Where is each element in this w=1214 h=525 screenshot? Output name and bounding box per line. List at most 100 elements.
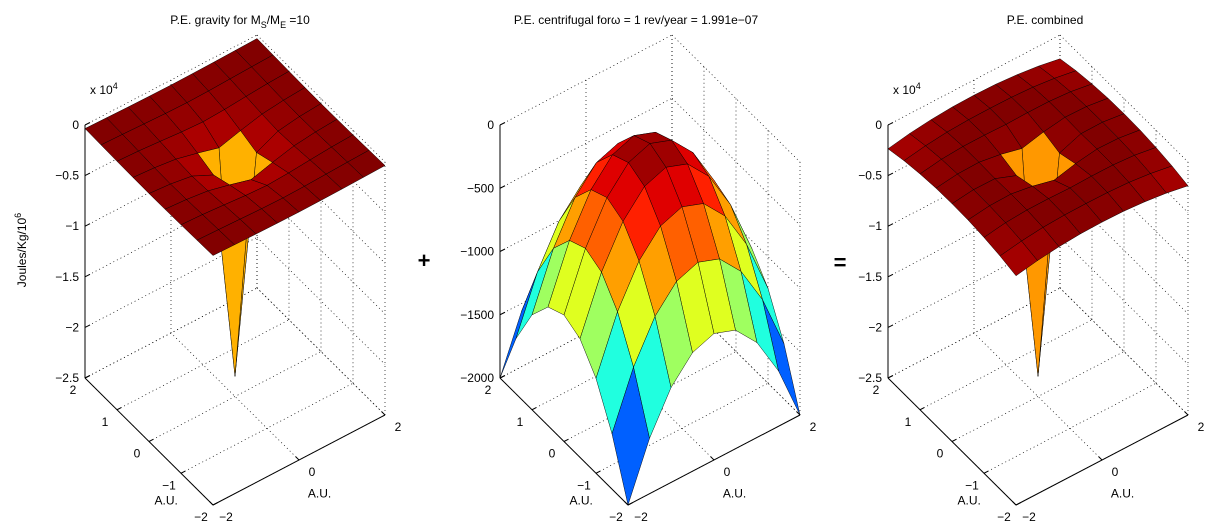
z-tick-label: −1 <box>65 219 79 233</box>
x-tick-label: 0 <box>724 465 731 479</box>
exponent-label: x 104 <box>893 81 921 97</box>
y-tick-label: −2 <box>609 510 623 524</box>
y-tick <box>531 407 537 411</box>
exponent-label-part: 4 <box>113 81 118 91</box>
z-tick <box>499 122 506 126</box>
z-tick-label: −0.5 <box>858 169 882 183</box>
grid-line <box>84 85 258 176</box>
y-tick-label: −2 <box>194 510 208 524</box>
z-tick-label: −1.5 <box>55 270 79 284</box>
z-tick <box>887 122 894 126</box>
x-tick <box>1012 501 1017 506</box>
grid-line <box>1059 237 1189 365</box>
chart-title: P.E. combined <box>1007 13 1084 27</box>
z-axis-label-part: Joules/Kg/10 <box>15 217 29 287</box>
z-tick-label: 0 <box>487 118 494 132</box>
z-tick-label: −2 <box>65 320 79 334</box>
grid-line <box>148 351 322 442</box>
y-tick-label: 1 <box>905 415 912 429</box>
x-axis-label: A.U. <box>1111 487 1134 501</box>
grid-line <box>499 287 673 379</box>
plus-operator: + <box>418 248 431 273</box>
x-tick-label: 2 <box>395 420 402 434</box>
z-tick <box>499 185 506 189</box>
chart-title: P.E. centrifugal forω = 1 rev/year = 1.9… <box>514 13 759 27</box>
z-tick-label: −0.5 <box>55 169 79 183</box>
y-tick <box>84 375 90 379</box>
y-tick-label: 0 <box>549 447 556 461</box>
y-tick-label: 2 <box>873 383 880 397</box>
grid-line <box>887 287 1061 379</box>
x-axis-label: A.U. <box>308 487 331 501</box>
grid-line <box>919 319 1093 411</box>
z-tick-label: −500 <box>467 181 494 195</box>
z-tick <box>887 223 894 227</box>
z-tick <box>84 324 91 328</box>
x-tick-label: 0 <box>1112 465 1119 479</box>
exponent-label-part: x 10 <box>893 83 916 97</box>
grid-line <box>887 135 1061 227</box>
y-tick <box>180 470 186 474</box>
y-tick-label: −1 <box>162 478 176 492</box>
exponent-label-part: x 10 <box>90 83 113 97</box>
grid-line <box>256 237 386 365</box>
y-tick-label: −2 <box>997 510 1011 524</box>
grid-line <box>84 34 258 126</box>
grid-line <box>531 319 705 411</box>
grid-line <box>499 97 673 189</box>
y-tick <box>1015 502 1021 506</box>
z-tick-label: −2.5 <box>858 371 882 385</box>
chart-title: P.E. gravity for MS/ME =10 <box>170 13 310 30</box>
y-tick <box>563 438 569 442</box>
z-tick <box>499 248 506 252</box>
x-tick-label: 2 <box>810 420 817 434</box>
grid-line <box>84 186 258 278</box>
exponent-label: x 104 <box>90 81 118 97</box>
y-tick-label: −1 <box>577 478 591 492</box>
chart-title-part: P.E. gravity for M <box>170 13 260 27</box>
x-tick <box>381 411 386 416</box>
z-tick <box>887 324 894 328</box>
grid-line <box>951 351 1125 442</box>
y-tick-label: 2 <box>485 383 492 397</box>
grid-line <box>887 186 1061 278</box>
y-tick <box>887 375 893 379</box>
grid-line <box>499 34 673 126</box>
x-tick <box>624 501 629 506</box>
surface-patch <box>611 366 650 506</box>
y-tick <box>499 375 505 379</box>
x-tick-label: −2 <box>634 510 648 524</box>
grid-line <box>887 34 1061 126</box>
y-tick-label: 1 <box>102 415 109 429</box>
z-tick <box>84 223 91 227</box>
grid-line <box>84 135 258 227</box>
grid-line <box>499 161 673 252</box>
y-tick-label: 2 <box>70 383 77 397</box>
y-tick <box>116 407 122 411</box>
x-tick <box>796 411 801 416</box>
chart-title-part: /M <box>267 13 280 27</box>
surface-patch <box>499 271 538 379</box>
z-tick <box>84 273 91 278</box>
grid-line <box>180 382 354 474</box>
x-tick-label: −2 <box>219 510 233 524</box>
z-tick-label: −1500 <box>460 308 494 322</box>
grid-line <box>84 287 258 379</box>
grid-line <box>983 382 1157 474</box>
z-tick-label: −1000 <box>460 245 494 259</box>
z-tick <box>887 273 894 278</box>
chart-title-part: =10 <box>286 13 310 27</box>
z-axis-label: Joules/Kg/106 <box>13 213 29 287</box>
z-tick <box>887 172 894 177</box>
y-tick <box>951 438 957 442</box>
z-tick-label: 0 <box>72 118 79 132</box>
x-tick <box>295 456 300 461</box>
y-tick <box>595 470 601 474</box>
y-tick-label: 0 <box>937 447 944 461</box>
chart-title-part: S <box>261 20 267 30</box>
chart-title-part: P.E. centrifugal forω = 1 rev/year = 1.9… <box>514 13 759 27</box>
x-tick <box>209 501 214 506</box>
x-axis-label: A.U. <box>723 487 746 501</box>
y-tick <box>983 470 989 474</box>
grid-line <box>887 237 1061 328</box>
